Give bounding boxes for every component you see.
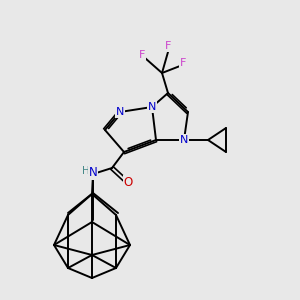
Text: O: O (123, 176, 133, 188)
Text: F: F (165, 41, 171, 51)
Text: N: N (180, 135, 188, 145)
Text: H: H (82, 166, 90, 176)
Text: F: F (180, 58, 186, 68)
Text: N: N (88, 167, 98, 179)
Text: N: N (116, 107, 124, 117)
Text: N: N (148, 102, 156, 112)
Text: F: F (139, 50, 145, 60)
